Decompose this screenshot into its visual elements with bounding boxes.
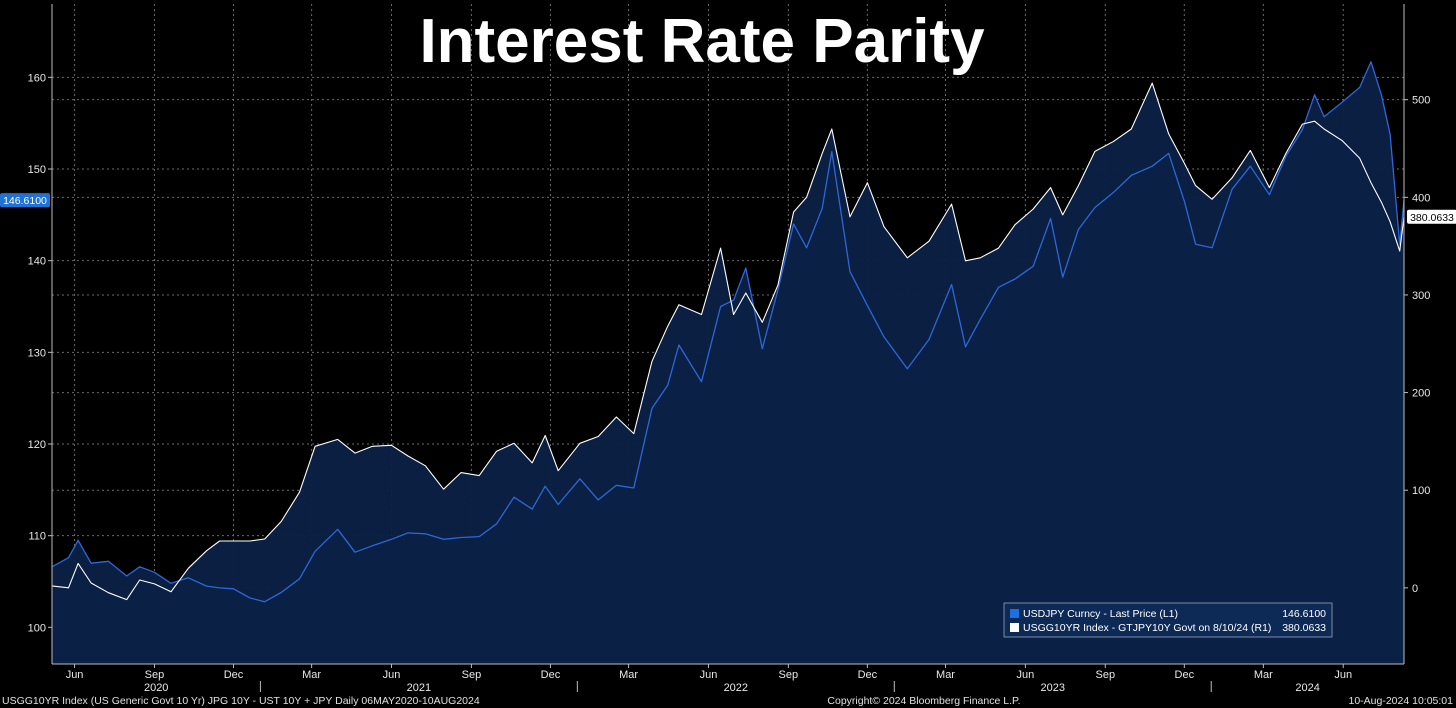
x-tick-label: Sep: [1096, 669, 1116, 681]
current-value-tags: 146.6100 380.0633: [0, 193, 1456, 224]
x-year-label: 2021: [407, 682, 431, 694]
footer-left: USGG10YR Index (US Generic Govt 10 Yr) J…: [2, 695, 480, 707]
area-fill: [52, 61, 1404, 665]
y-left-tick-label: 140: [28, 256, 46, 268]
series-usdjpy-line: [51, 61, 1405, 603]
y-right-tick-label: 500: [1412, 95, 1430, 107]
y-right-tick-label: 100: [1412, 485, 1430, 497]
series-spread-line: [51, 82, 1405, 601]
current-value-tag-left-text: 146.6100: [3, 195, 47, 207]
x-tick-label: Dec: [858, 669, 878, 681]
x-tick-label: Dec: [224, 669, 244, 681]
y-right-tick-label: 300: [1412, 290, 1430, 302]
y-right-tick-label: 200: [1412, 388, 1430, 400]
chart-title: Interest Rate Parity: [419, 7, 985, 76]
legend-value-spread: 380.0633: [1282, 622, 1326, 634]
current-value-tag-left: [0, 193, 50, 208]
x-tick-label: Jun: [700, 669, 718, 681]
x-year-label: 2022: [724, 682, 748, 694]
current-value-tag-right: [1407, 209, 1456, 224]
footer-center: Copyright© 2024 Bloomberg Finance L.P.: [827, 695, 1020, 707]
x-tick-label: Jun: [66, 669, 84, 681]
legend-label-spread: USGG10YR Index - GTJPY10Y Govt on 8/10/2…: [1023, 622, 1271, 634]
y-left-tick-label: 150: [28, 164, 46, 176]
x-year-label: 2023: [1041, 682, 1065, 694]
x-year-label: 2020: [144, 682, 168, 694]
x-tick-label: Mar: [619, 669, 638, 681]
x-tick-label: Sep: [145, 669, 165, 681]
x-tick-label: Jun: [1334, 669, 1352, 681]
y-left-tick-label: 130: [28, 347, 46, 359]
x-tick-label: Mar: [1254, 669, 1273, 681]
x-tick-label: Mar: [936, 669, 955, 681]
y-right-tick-label: 0: [1412, 583, 1418, 595]
x-tick-label: Sep: [779, 669, 799, 681]
axes: Jun Sep Dec Mar Jun Sep Dec Mar Jun Sep Dec Mar Jun S…: [28, 4, 1430, 694]
x-tick-label: Jun: [1017, 669, 1035, 681]
legend: USDJPY Curncy - Last Price (L1) 146.6100…: [1003, 602, 1333, 638]
area-under-usdjpy: [52, 61, 1404, 665]
y-right-tick-label: 400: [1412, 192, 1430, 204]
series-lines: [51, 61, 1405, 603]
y-left-tick-label: 100: [28, 622, 46, 634]
legend-swatch-usdjpy: [1010, 609, 1019, 618]
y-left-tick-label: 160: [28, 72, 46, 84]
footer: USGG10YR Index (US Generic Govt 10 Yr) J…: [2, 695, 1453, 707]
legend-box: [1003, 602, 1333, 638]
y-left-tick-label: 110: [28, 531, 46, 543]
x-tick-label: Jun: [383, 669, 401, 681]
legend-value-usdjpy: 146.6100: [1282, 608, 1326, 620]
x-tick-label: Mar: [302, 669, 321, 681]
footer-right: 10-Aug-2024 10:05:01: [1348, 695, 1453, 707]
x-tick-label: Sep: [462, 669, 482, 681]
current-value-tag-right-text: 380.0633: [1410, 212, 1454, 224]
x-year-label: 2024: [1295, 682, 1319, 694]
y-left-tick-label: 120: [28, 439, 46, 451]
x-tick-label: Dec: [541, 669, 561, 681]
legend-swatch-spread: [1010, 623, 1019, 632]
x-tick-label: Dec: [1175, 669, 1195, 681]
legend-label-usdjpy: USDJPY Curncy - Last Price (L1): [1023, 608, 1178, 620]
